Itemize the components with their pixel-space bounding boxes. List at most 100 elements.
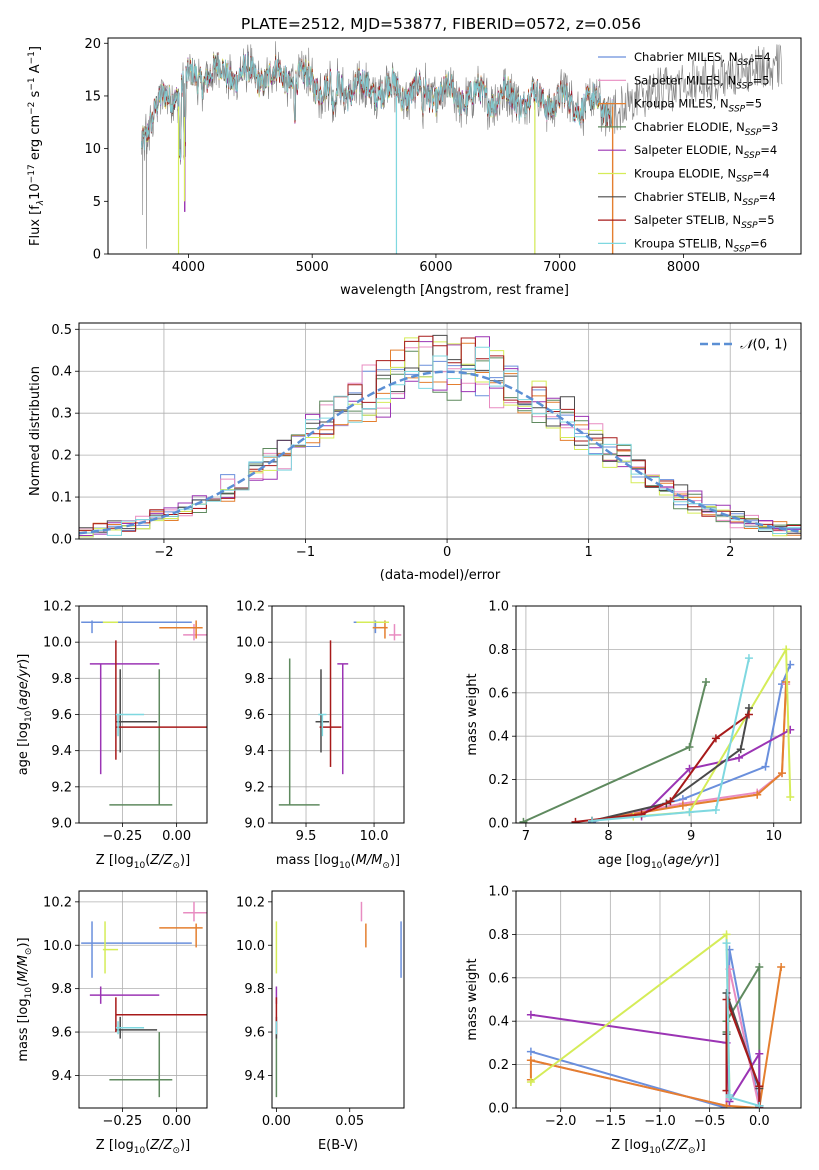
x-axis-label: mass [log10(M/M⊙)] bbox=[276, 853, 400, 871]
weight-marker-kroupa_elodie bbox=[722, 930, 731, 939]
weight-marker-chabrier_miles bbox=[761, 762, 770, 771]
normal-curve bbox=[79, 370, 801, 535]
y-tick-label: 20 bbox=[84, 37, 101, 52]
y-tick-label: 9.6 bbox=[51, 1026, 72, 1041]
axes-front: 0.00 0.05 9.4 9.6 9.8 10.0 10.2 E(B-V) bbox=[236, 890, 405, 1153]
weight-marker-salpeter_stelib bbox=[755, 1082, 764, 1091]
weight-line-chabrier_miles bbox=[530, 949, 761, 1108]
axes-front: −0.25 0.00 9.0 9.2 9.4 9.6 9.8 10.0 10.2 Z [log10… bbox=[16, 600, 208, 871]
weight-marker-kroupa_stelib bbox=[685, 808, 694, 817]
y-tick-label: 0.0 bbox=[488, 1102, 509, 1117]
weight-marker-kroupa_miles bbox=[777, 962, 786, 971]
figure-title: PLATE=2512, MJD=53877, FIBERID=0572, z=0… bbox=[241, 15, 641, 33]
y-axis-label: Normed distribution bbox=[28, 366, 43, 496]
y-tick-label: 0.6 bbox=[488, 686, 509, 701]
y-tick-label: 0.3 bbox=[51, 407, 72, 422]
x-tick-label: −0.25 bbox=[102, 829, 142, 844]
y-tick-label: 0.5 bbox=[51, 323, 72, 338]
weight-marker-chabrier_stelib bbox=[736, 745, 745, 754]
plot-area bbox=[81, 620, 207, 806]
y-tick-label: 0.8 bbox=[488, 643, 509, 658]
x-tick-label: 7000 bbox=[543, 260, 576, 275]
y-tick-label: 1.0 bbox=[488, 600, 509, 615]
panel-age_vs_Z: −0.25 0.00 9.0 9.2 9.4 9.6 9.8 10.0 10.2 Z [log10… bbox=[16, 600, 208, 871]
y-tick-label: 9.0 bbox=[51, 817, 72, 832]
panel-mass_vs_ebv: 0.00 0.05 9.4 9.6 9.8 10.0 10.2 E(B-V) bbox=[236, 890, 405, 1153]
y-tick-label: 9.2 bbox=[244, 780, 265, 795]
weight-marker-salpeter_stelib bbox=[571, 817, 580, 823]
weight-marker-kroupa_miles bbox=[778, 769, 786, 778]
y-tick-label: 0 bbox=[93, 248, 101, 263]
y-tick-label: 9.4 bbox=[244, 744, 265, 759]
plot-area bbox=[519, 645, 795, 823]
y-tick-label: 10.2 bbox=[236, 895, 265, 910]
weight-marker-chabrier_elodie bbox=[702, 677, 710, 686]
weight-marker-salpeter_stelib bbox=[666, 797, 675, 806]
axes-front: 4000 5000 6000 7000 8000 0 5 10 15 20 Chabrier MIL… bbox=[27, 37, 802, 298]
histogram-chabrier_elodie bbox=[79, 350, 801, 539]
weight-marker-kroupa_miles bbox=[753, 790, 762, 799]
weight-marker-salpeter_elodie bbox=[755, 1049, 764, 1058]
x-tick-label: 9.5 bbox=[296, 829, 317, 844]
panel-residual_histogram: −2 −1 0 1 2 0.0 0.1 0.2 0.3 0.4 0.5 𝒩(0, 1) (data-mo… bbox=[28, 322, 802, 583]
x-axis-label: E(B-V) bbox=[318, 1138, 358, 1153]
x-axis-label: Z [log10(Z/Z⊙)] bbox=[611, 1138, 705, 1156]
histogram-chabrier_miles bbox=[79, 360, 801, 539]
y-tick-label: 9.8 bbox=[244, 982, 265, 997]
axes-front: −2 −1 0 1 2 0.0 0.1 0.2 0.3 0.4 0.5 𝒩(0, 1) (data-mo… bbox=[28, 322, 802, 583]
y-tick-label: 9.8 bbox=[244, 672, 265, 687]
legend-label: Chabrier MILES, NSSP=4 bbox=[634, 50, 771, 68]
weight-line-salpeter_miles bbox=[591, 684, 788, 822]
y-tick-label: 9.4 bbox=[51, 1069, 72, 1084]
weight-marker-salpeter_stelib bbox=[744, 710, 753, 719]
x-tick-label: 0.00 bbox=[262, 1114, 291, 1129]
weight-marker-salpeter_stelib bbox=[711, 734, 720, 743]
legend-label: Kroupa STELIB, NSSP=6 bbox=[634, 236, 767, 254]
legend: Chabrier MILES, NSSP=4 Salpeter MILES, NS… bbox=[598, 50, 778, 254]
panel-spectrum: 4000 5000 6000 7000 8000 0 5 10 15 20 Chabrier MIL… bbox=[27, 37, 802, 298]
weight-line-kroupa_elodie bbox=[633, 645, 792, 818]
y-tick-label: 0.2 bbox=[51, 449, 72, 464]
axes-frame bbox=[515, 605, 802, 824]
legend-label: Kroupa ELODIE, NSSP=4 bbox=[634, 167, 770, 185]
x-tick-label: 10 bbox=[765, 829, 782, 844]
panel-mass_vs_Z: −0.25 0.00 9.4 9.6 9.8 10.0 10.2 Z [log10(Z/Z⊙)… bbox=[16, 890, 208, 1156]
y-tick-label: 9.6 bbox=[244, 1026, 265, 1041]
y-tick-label: 1.0 bbox=[488, 885, 509, 900]
weight-line-kroupa_stelib bbox=[591, 657, 750, 822]
x-tick-label: −2.0 bbox=[545, 1114, 577, 1129]
weight-marker-kroupa_stelib bbox=[725, 1093, 734, 1102]
x-tick-label: −0.5 bbox=[694, 1114, 726, 1129]
y-tick-label: 9.4 bbox=[51, 744, 72, 759]
weight-marker-salpeter_elodie bbox=[685, 764, 694, 773]
x-axis-label: age [log10(age/yr)] bbox=[598, 853, 720, 871]
plot-area bbox=[275, 901, 402, 1098]
legend-label: 𝒩(0, 1) bbox=[740, 338, 787, 353]
x-tick-label: 8000 bbox=[667, 260, 700, 275]
y-tick-label: 9.4 bbox=[244, 1069, 265, 1084]
plot-area bbox=[79, 334, 801, 539]
legend-label: Chabrier ELODIE, NSSP=3 bbox=[634, 120, 778, 138]
y-tick-label: 9.8 bbox=[51, 672, 72, 687]
legend-label: Chabrier STELIB, NSSP=4 bbox=[634, 190, 776, 208]
model-spectrum-kroupa_stelib bbox=[141, 52, 614, 161]
weight-marker-chabrier_miles bbox=[786, 660, 795, 669]
x-tick-label: 6000 bbox=[419, 260, 452, 275]
weight-line-chabrier_stelib bbox=[591, 707, 750, 822]
x-tick-label: −1.0 bbox=[644, 1114, 676, 1129]
x-axis-label: Z [log10(Z/Z⊙)] bbox=[96, 1138, 190, 1156]
x-tick-label: −2 bbox=[154, 545, 173, 560]
y-axis-label: mass weight bbox=[465, 673, 480, 755]
axes-front: 9.5 10.0 9.0 9.2 9.4 9.6 9.8 10.0 10.2 mass [log1… bbox=[236, 600, 405, 871]
y-tick-label: 0.0 bbox=[488, 817, 509, 832]
weight-marker-chabrier_elodie bbox=[685, 743, 694, 752]
weight-marker-kroupa_miles bbox=[722, 1101, 731, 1108]
weight-marker-kroupa_elodie bbox=[786, 792, 795, 801]
plot-area bbox=[81, 901, 207, 1098]
weight-marker-kroupa_stelib bbox=[588, 816, 596, 823]
axes-front: −0.25 0.00 9.4 9.6 9.8 10.0 10.2 Z [log10(Z/Z⊙)… bbox=[16, 890, 208, 1156]
weight-marker-kroupa_stelib bbox=[711, 805, 720, 814]
weight-line-salpeter_stelib bbox=[575, 713, 750, 823]
x-tick-label: 0.00 bbox=[162, 1114, 191, 1129]
